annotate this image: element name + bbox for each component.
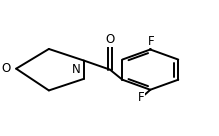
Text: F: F: [138, 91, 145, 104]
Text: F: F: [148, 35, 155, 48]
Text: N: N: [72, 63, 81, 76]
Text: O: O: [105, 33, 115, 46]
Text: O: O: [1, 62, 10, 75]
